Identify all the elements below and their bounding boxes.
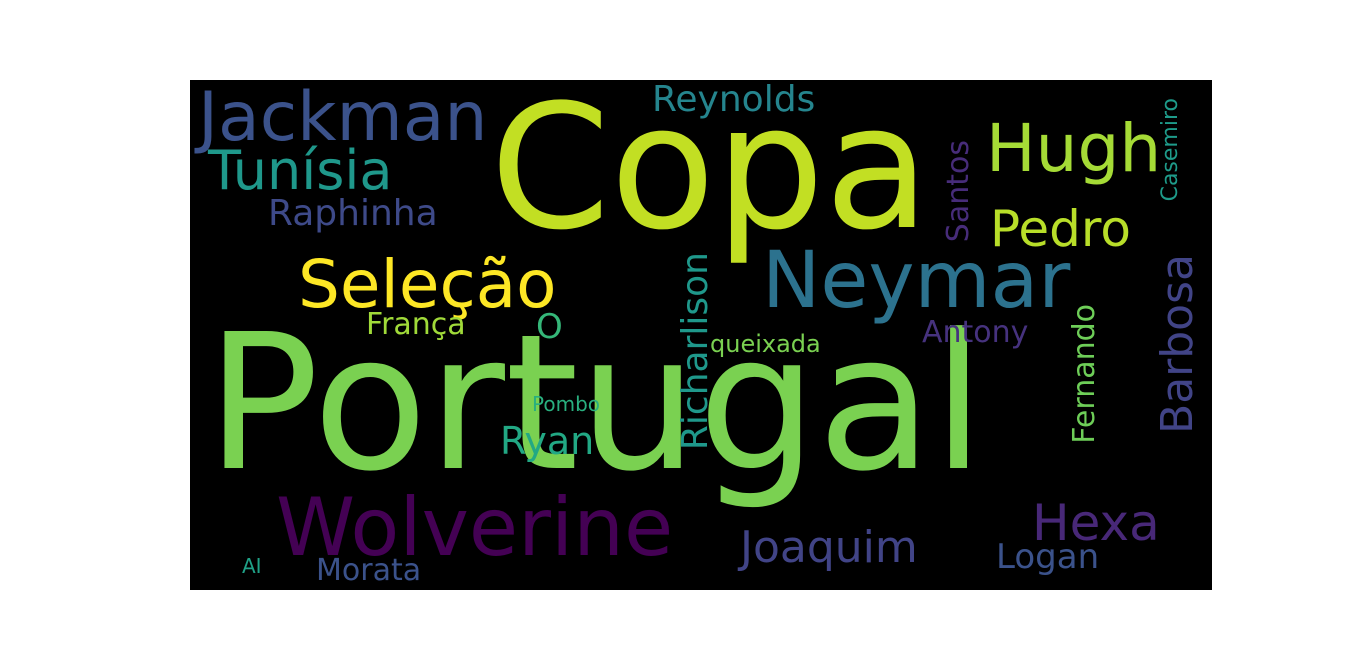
word-raphinha: Raphinha bbox=[268, 193, 438, 234]
word-fernando: Fernando bbox=[1067, 304, 1102, 444]
word-pedro: Pedro bbox=[990, 200, 1131, 258]
word-portugal: Portugal bbox=[206, 294, 985, 513]
word-morata: Morata bbox=[316, 553, 422, 588]
word-ryan: Ryan bbox=[500, 419, 595, 463]
word-hexa: Hexa bbox=[1032, 494, 1160, 552]
word-antony: Antony bbox=[922, 315, 1029, 350]
word-casemiro: Casemiro bbox=[1158, 98, 1183, 202]
word-hugh: Hugh bbox=[986, 110, 1162, 187]
word-joaquim: Joaquim bbox=[740, 522, 918, 573]
word-barbosa: Barbosa bbox=[1152, 254, 1203, 434]
word-neymar: Neymar bbox=[762, 236, 1071, 326]
word-ai: AI bbox=[242, 554, 262, 578]
word-copa: Copa bbox=[490, 80, 930, 268]
word-queixada: queixada bbox=[710, 330, 821, 358]
word-santos: Santos bbox=[941, 140, 976, 243]
word-franca: França bbox=[366, 307, 466, 342]
word-reynolds: Reynolds bbox=[652, 80, 816, 120]
word-wolverine: Wolverine bbox=[276, 481, 674, 574]
word-logan: Logan bbox=[996, 537, 1100, 577]
word-selecao: Seleção bbox=[298, 246, 557, 323]
word-tunisia: Tunísia bbox=[208, 139, 393, 202]
word-jackman: Jackman bbox=[198, 80, 488, 157]
word-cloud: Portugal Copa Neymar Wolverine Jackman S… bbox=[190, 80, 1212, 590]
word-richarlison: Richarlison bbox=[675, 252, 716, 451]
word-o: O bbox=[536, 307, 563, 347]
word-pombo: Pombo bbox=[532, 392, 600, 416]
